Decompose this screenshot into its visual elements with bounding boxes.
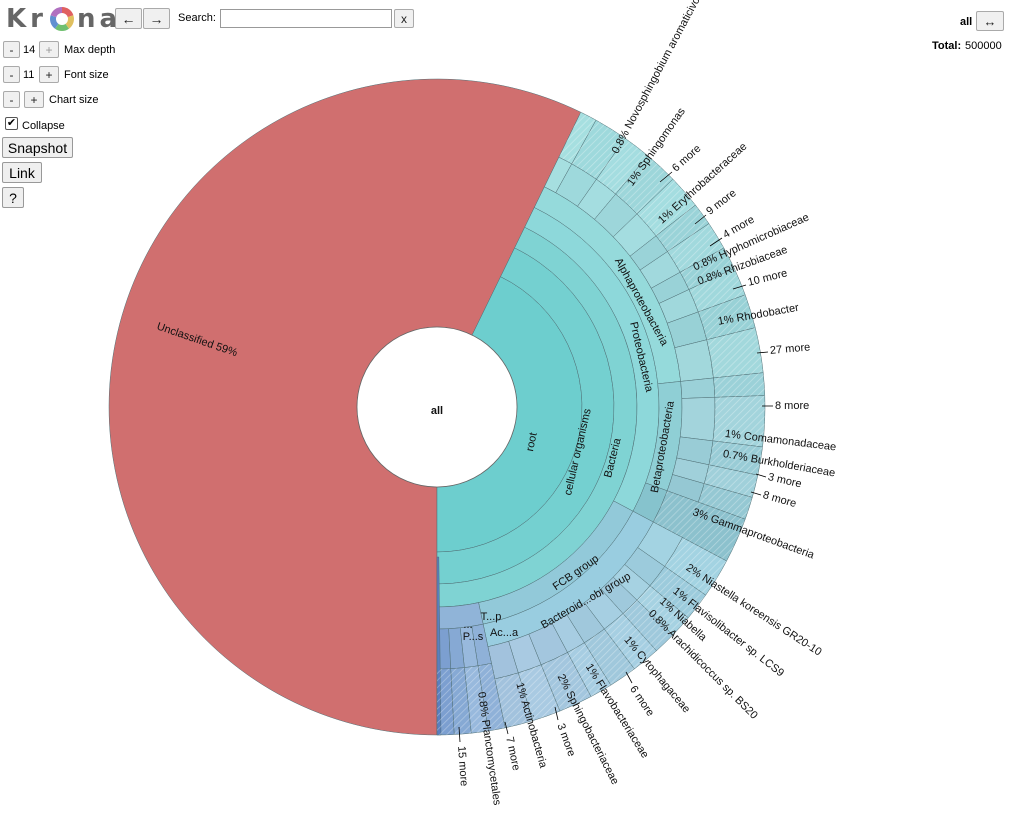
label-7-more: 7 more <box>503 736 522 772</box>
label-7-more-leader <box>504 721 509 735</box>
label-8-more-b-leader <box>750 491 762 496</box>
wedge-fcb-leaf-1-hatch <box>649 566 706 618</box>
wedge-alpha-leaf-8-hatch <box>688 268 746 312</box>
wedge-beta-sub-1[interactable] <box>679 397 716 442</box>
wedge-fcb-leaf-5-hatch <box>584 629 635 686</box>
wedge-alpha-leaf-7-hatch <box>680 247 735 290</box>
wedge-alpha-leaf-4-hatch <box>636 179 696 236</box>
forward-button[interactable]: → <box>143 8 170 29</box>
link-button[interactable]: Link <box>2 162 42 183</box>
label-6-more-b: 6 more <box>627 684 656 719</box>
total-label: Total: <box>932 40 962 52</box>
wedge-beta-leaf-1-hatch <box>712 395 765 447</box>
wedge-fcb-leaf-2-hatch <box>636 585 689 635</box>
krona-logo: K r n a <box>6 4 121 34</box>
label-3-more-b-leader <box>554 706 559 721</box>
collapse-checkbox[interactable]: ✔ <box>5 117 18 130</box>
label-3-more-a: 3 more <box>767 471 803 490</box>
wedge-beta-sub-0[interactable] <box>680 377 716 399</box>
chart-size-label: Chart size <box>49 94 99 106</box>
wedge-beta-leaf-2-hatch <box>708 440 763 476</box>
wedge-fcb-leaf-7-hatch <box>541 652 591 712</box>
label-15-more: 15 more <box>455 746 470 787</box>
label-27-more: 27 more <box>769 341 810 356</box>
max-depth-increase-button[interactable]: + <box>39 41 59 58</box>
total-value: 500000 <box>965 40 1002 52</box>
wedge-fcb-leaf-8-hatch <box>518 664 560 721</box>
wedge-terra-leaf-1-hatch <box>464 665 489 734</box>
label-8-more-b: 8 more <box>761 489 797 510</box>
wedge-alpha-leaf-6-hatch <box>667 223 724 273</box>
ring-label-actinobacteria-group: Ac...a <box>490 627 519 639</box>
wedge-alpha-leaf-9-hatch <box>698 294 756 340</box>
label-6-more-a: 6 more <box>670 143 703 175</box>
wedge-alpha-leaf-1-hatch <box>571 120 626 180</box>
font-size-increase-button[interactable]: + <box>39 66 59 83</box>
chart-size-increase-button[interactable]: + <box>24 91 44 108</box>
wedge-fcb-leaf-9-hatch <box>494 672 533 728</box>
wedge-alpha-leaf-2-hatch <box>596 138 648 195</box>
wedge-terra-leaf-3-hatch <box>437 668 455 735</box>
max-depth-decrease-button[interactable]: - <box>3 41 20 58</box>
logo-letter-a: a <box>99 4 122 34</box>
collapse-label: Collapse <box>22 120 65 132</box>
label-10-more: 10 more <box>747 267 789 288</box>
snapshot-button[interactable]: Snapshot <box>2 137 73 158</box>
logo-letter-r: r <box>30 4 47 34</box>
font-size-decrease-button[interactable]: - <box>3 66 20 83</box>
logo-letter-n: n <box>76 4 100 34</box>
max-depth-label: Max depth <box>64 44 116 56</box>
label-3-more-b: 3 more <box>554 722 577 758</box>
wedge-terra-leaf-0-hatch <box>477 663 506 731</box>
wedge-fcb-leaf-4-hatch <box>604 613 657 669</box>
label-3-more-a-leader <box>755 473 767 478</box>
wedge-alpha-leaf-3-hatch <box>615 155 673 214</box>
label-27-more-leader <box>756 351 769 354</box>
logo-wheel-icon <box>50 7 74 31</box>
wedge-alpha-leaf-5-hatch <box>656 205 709 252</box>
label-arachidicoccus: 0.8% Arachidicoccus sp. BS20 <box>646 608 760 722</box>
wedge-alpha-leaf-0-hatch <box>558 112 597 164</box>
wedge-beta-leaf-3-hatch <box>704 464 758 498</box>
logo-letter-k: K <box>6 4 31 34</box>
wedge-terra-leaf-2-hatch <box>450 667 472 735</box>
label-9-more: 9 more <box>704 187 738 218</box>
search-clear-button[interactable]: x <box>394 9 414 28</box>
wedge-gamma-outer-hatch <box>653 490 746 561</box>
label-4-more-leader <box>709 237 723 247</box>
ring-label-terrabacteria: T...p <box>481 611 502 623</box>
max-depth-value: 14 <box>23 44 36 56</box>
focus-node-name: all <box>960 16 973 28</box>
wedge-fcb-leaf-0-hatch <box>664 537 727 596</box>
label-6-more-b-leader <box>625 671 633 684</box>
search-input[interactable] <box>220 9 392 28</box>
wedge-alpha-leaf-10-hatch <box>706 327 764 378</box>
label-10-more-leader <box>732 284 747 290</box>
font-size-value: 11 <box>23 69 35 81</box>
font-size-label: Font size <box>64 69 109 81</box>
label-6-more-a-leader <box>659 171 673 183</box>
chart-size-decrease-button[interactable]: - <box>3 91 20 108</box>
center-circle[interactable] <box>356 326 518 488</box>
expand-button[interactable]: ↔ <box>976 11 1004 31</box>
wedge-fcb-leaf-3-hatch <box>623 600 673 651</box>
help-button[interactable]: ? <box>2 187 24 208</box>
label-9-more-leader <box>694 214 707 225</box>
label-15-more-leader <box>458 726 461 743</box>
search-label: Search: <box>178 12 216 24</box>
back-button[interactable]: ← <box>115 8 142 29</box>
wedge-fcb-leaf-6-hatch <box>567 642 611 697</box>
wedge-beta-leaf-0-hatch <box>713 372 765 398</box>
center-label: all <box>431 405 443 417</box>
ring-label-dots: ... <box>463 619 472 631</box>
wedge-beta-leaf-4-hatch <box>698 483 753 520</box>
ring-label-planctomycetes-group: P...s <box>463 631 484 643</box>
label-8-more-a: 8 more <box>775 400 809 412</box>
ring-label-root: root <box>524 431 540 452</box>
